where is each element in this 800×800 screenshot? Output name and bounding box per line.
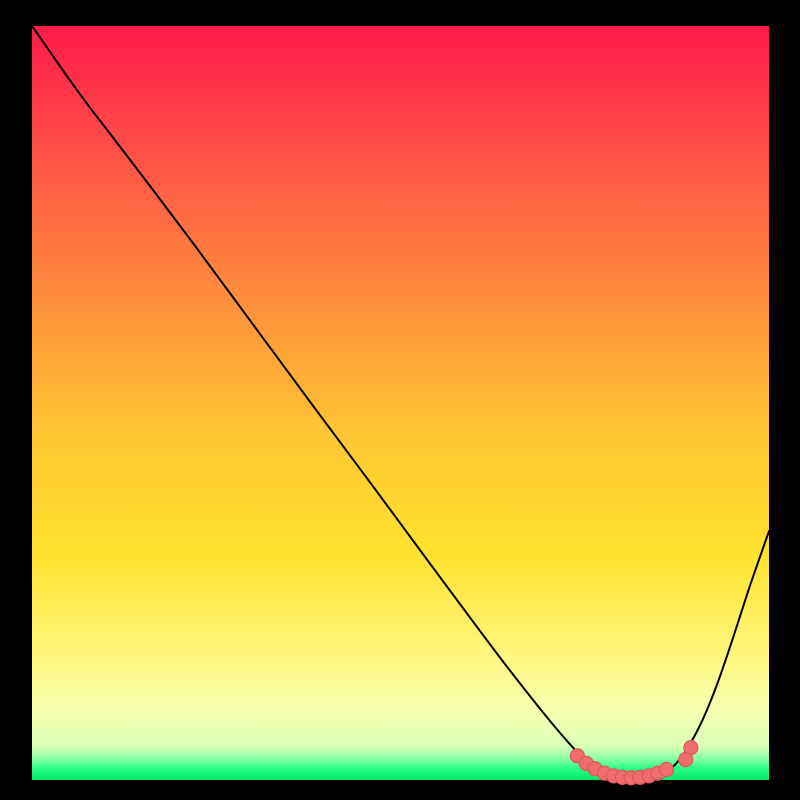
marker-dot: [684, 741, 698, 755]
chart-gradient-bg: [32, 26, 769, 780]
marker-dot: [660, 762, 674, 776]
bottleneck-chart: [0, 0, 800, 800]
chart-frame: TheBottleneck.com: [0, 0, 800, 800]
